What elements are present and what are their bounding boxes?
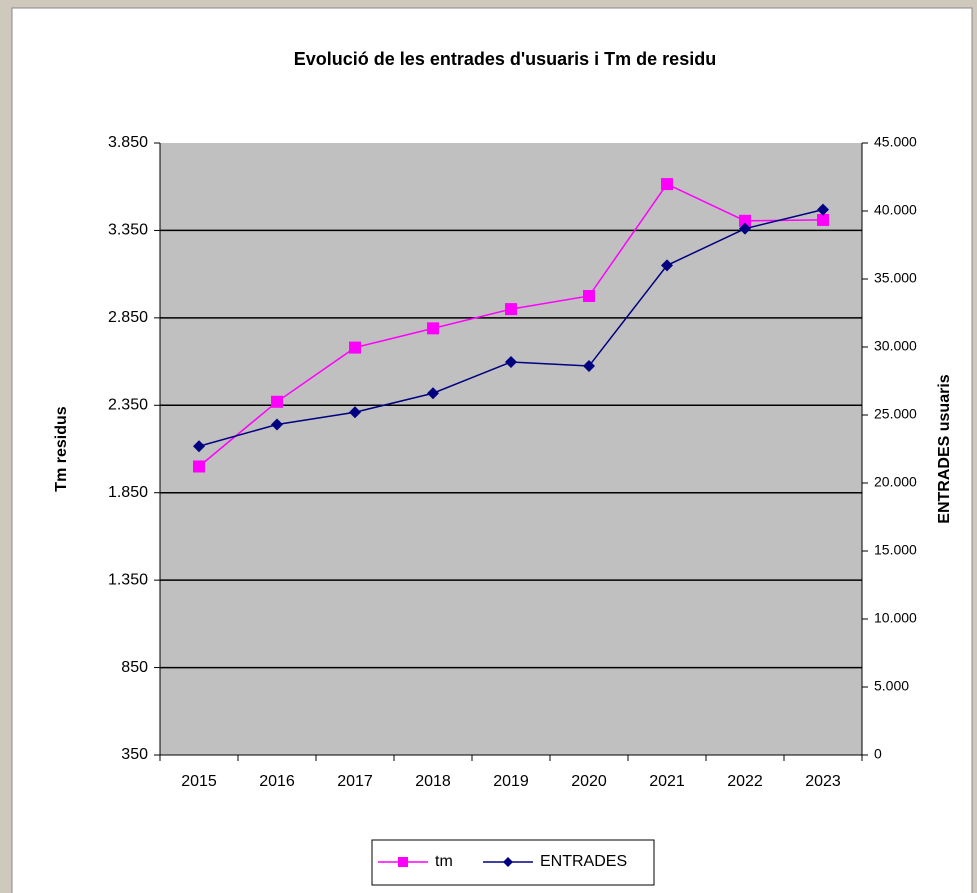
y-tick-label: 1.350 bbox=[108, 571, 148, 588]
y2-tick-label: 5.000 bbox=[874, 678, 909, 694]
y-tick-label: 3.350 bbox=[108, 222, 148, 239]
point bbox=[739, 222, 751, 235]
plot-area bbox=[160, 143, 862, 755]
y2-tick-label: 15.000 bbox=[874, 542, 917, 558]
point bbox=[271, 395, 283, 408]
y2-axis-label: ENTRADES usuaris bbox=[936, 374, 953, 523]
point bbox=[661, 178, 673, 191]
y-tick-label: 350 bbox=[121, 746, 148, 763]
x-tick-label: 2015 bbox=[181, 773, 217, 790]
point bbox=[193, 440, 205, 453]
y2-tick-label: 30.000 bbox=[874, 338, 917, 354]
chart-title: Evolució de les entrades d'usuaris i Tm … bbox=[294, 49, 716, 69]
y2-tick-label: 20.000 bbox=[874, 474, 917, 490]
x-tick-label: 2021 bbox=[649, 773, 685, 790]
y2-tick-label: 25.000 bbox=[874, 406, 917, 422]
point bbox=[661, 259, 673, 272]
point bbox=[739, 214, 751, 227]
point bbox=[583, 290, 595, 302]
y2-tick-label: 35.000 bbox=[874, 270, 917, 286]
point bbox=[583, 360, 595, 373]
x-tick-label: 2020 bbox=[571, 773, 607, 790]
y-tick-label: 2.350 bbox=[108, 397, 148, 414]
y-tick-label: 3.850 bbox=[108, 134, 148, 151]
point bbox=[349, 341, 361, 354]
point bbox=[193, 460, 205, 473]
x-tick-label: 2017 bbox=[337, 773, 373, 790]
point bbox=[427, 322, 439, 335]
point bbox=[817, 203, 829, 216]
legend-label: ENTRADES bbox=[540, 853, 627, 870]
point bbox=[817, 213, 829, 226]
x-tick-label: 2019 bbox=[493, 773, 529, 790]
y-axis-label: Tm residus bbox=[53, 406, 70, 491]
x-tick-label: 2018 bbox=[415, 773, 451, 790]
y2-tick-label: 45.000 bbox=[874, 134, 917, 150]
point bbox=[427, 387, 439, 400]
y-tick-label: 1.850 bbox=[108, 484, 148, 501]
legend-label: tm bbox=[435, 853, 453, 870]
point bbox=[503, 857, 513, 867]
y2-tick-label: 10.000 bbox=[874, 610, 917, 626]
x-tick-label: 2016 bbox=[259, 773, 295, 790]
y-tick-label: 2.850 bbox=[108, 309, 148, 326]
point bbox=[505, 355, 517, 368]
x-tick-label: 2023 bbox=[805, 773, 841, 790]
y2-tick-label: 0 bbox=[874, 746, 882, 762]
y2-tick-label: 40.000 bbox=[874, 202, 917, 218]
point bbox=[398, 857, 408, 867]
point bbox=[271, 418, 283, 431]
point bbox=[349, 406, 361, 419]
y-tick-label: 850 bbox=[121, 659, 148, 676]
x-tick-label: 2022 bbox=[727, 773, 763, 790]
point bbox=[505, 303, 517, 316]
